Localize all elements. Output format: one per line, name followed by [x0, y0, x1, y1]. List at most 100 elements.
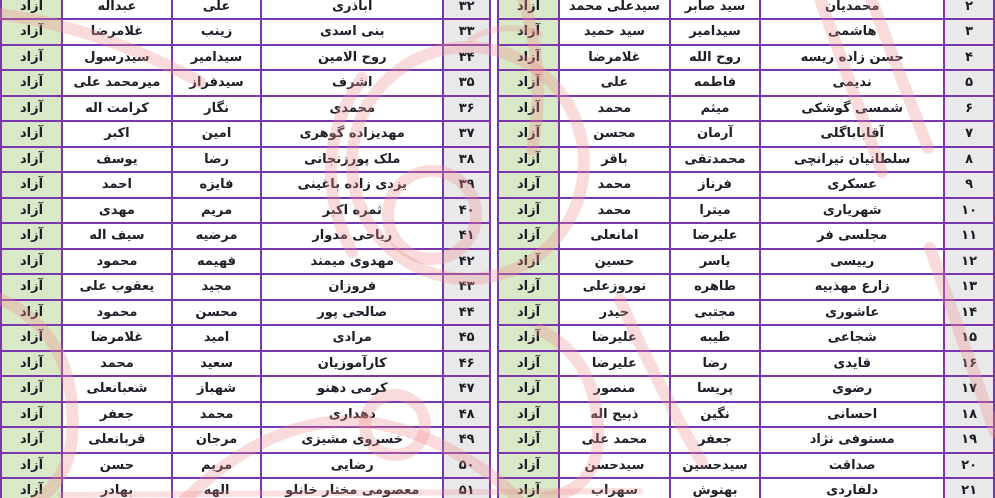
row-number-cell: ۳۳: [442, 18, 491, 46]
first-name-cell: علیرضا: [668, 222, 762, 250]
row-number-cell: ۱۷: [943, 375, 995, 403]
roster-right-section: ۲ محمدیان سید صابر سیدعلی محمد آزاد ۳ ها…: [496, 0, 995, 498]
row-number-cell: ۳۶: [442, 94, 491, 122]
row-number-cell: ۴۱: [442, 222, 491, 250]
first-name-cell: جعفر: [668, 426, 762, 454]
father-name-cell: علیرضا: [558, 349, 671, 377]
row-number-cell: ۲۰: [943, 451, 995, 479]
roster-row: ۹ عسکری فرناز محمد آزاد: [496, 171, 995, 199]
roster-row: ۴۵ مرادی امید غلامرضا آزاد: [0, 324, 491, 352]
father-name-cell: سید حمید: [558, 18, 671, 46]
first-name-cell: مرضیه: [170, 222, 263, 250]
roster-row: ۵۰ رضایی مریم حسن آزاد: [0, 451, 491, 479]
roster-row: ۴۴ صالحی پور محسن محمود آزاد: [0, 298, 491, 326]
first-name-cell: میترا: [668, 196, 762, 224]
first-name-cell: سیدحسین: [668, 451, 762, 479]
surname-cell: ثمره اکبر: [260, 196, 445, 224]
roster-table-right: ۲ محمدیان سید صابر سیدعلی محمد آزاد ۳ ها…: [496, 0, 995, 498]
surname-cell: ندیمی: [759, 69, 946, 97]
roster-row: ۴۲ مهدوی میمند فهیمه محمود آزاد: [0, 247, 491, 275]
row-number-cell: ۸: [943, 145, 995, 173]
father-name-cell: سهراب: [558, 477, 671, 498]
first-name-cell: سیدفراز: [170, 69, 263, 97]
father-name-cell: امانعلی: [558, 222, 671, 250]
roster-row: ۱۷ رضوی پریسا منصور آزاد: [496, 375, 995, 403]
father-name-cell: بهادر: [61, 477, 173, 498]
row-number-cell: ۵۰: [442, 451, 491, 479]
first-name-cell: محسن: [170, 298, 263, 326]
roster-row: ۴۰ ثمره اکبر مریم مهدی آزاد: [0, 196, 491, 224]
father-name-cell: مهدی: [61, 196, 173, 224]
father-name-cell: محمد علی: [558, 426, 671, 454]
status-badge-cell: آزاد: [496, 273, 561, 301]
row-number-cell: ۱۹: [943, 426, 995, 454]
row-number-cell: ۷: [943, 120, 995, 148]
surname-cell: شجاعی: [759, 324, 946, 352]
row-number-cell: ۱۰: [943, 196, 995, 224]
status-badge-cell: آزاد: [0, 145, 64, 173]
surname-cell: مهدیزاده گوهری: [260, 120, 445, 148]
row-number-cell: ۳۹: [442, 171, 491, 199]
row-number-cell: ۲: [943, 0, 995, 20]
father-name-cell: قربانعلی: [61, 426, 173, 454]
status-badge-cell: آزاد: [0, 375, 64, 403]
row-number-cell: ۳۸: [442, 145, 491, 173]
row-number-cell: ۴: [943, 43, 995, 71]
row-number-cell: ۱۸: [943, 400, 995, 428]
roster-row: ۲۱ دلفاردی بهنوش سهراب آزاد: [496, 477, 995, 498]
roster-row: ۱۴ عاشوری مجتبی حیدر آزاد: [496, 298, 995, 326]
surname-cell: بنی اسدی: [260, 18, 445, 46]
status-badge-cell: آزاد: [0, 477, 64, 498]
first-name-cell: بهنوش: [668, 477, 762, 498]
status-badge-cell: آزاد: [0, 349, 64, 377]
father-name-cell: محمد: [558, 171, 671, 199]
surname-cell: دلفاردی: [759, 477, 946, 498]
first-name-cell: پریسا: [668, 375, 762, 403]
father-name-cell: محسن: [558, 120, 671, 148]
roster-row: ۴۳ فروزان مجید یعقوب علی آزاد: [0, 273, 491, 301]
roster-row: ۱۳ زارع مهذبیه طاهره نوروزعلی آزاد: [496, 273, 995, 301]
status-badge-cell: آزاد: [0, 0, 64, 20]
row-number-cell: ۵۱: [442, 477, 491, 498]
father-name-cell: سیدعلی محمد: [558, 0, 671, 20]
father-name-cell: باقر: [558, 145, 671, 173]
first-name-cell: علی: [170, 0, 263, 20]
surname-cell: مستوفی نژاد: [759, 426, 946, 454]
first-name-cell: نگار: [170, 94, 263, 122]
roster-row: ۶ شمسی گوشکی میثم محمد آزاد: [496, 94, 995, 122]
father-name-cell: کرامت اله: [61, 94, 173, 122]
surname-cell: رضوی: [759, 375, 946, 403]
status-badge-cell: آزاد: [0, 120, 64, 148]
surname-cell: هاشمی: [759, 18, 946, 46]
row-number-cell: ۵: [943, 69, 995, 97]
first-name-cell: روح الله: [668, 43, 762, 71]
status-badge-cell: آزاد: [496, 171, 561, 199]
father-name-cell: غلامرضا: [61, 324, 173, 352]
surname-cell: زارع مهذبیه: [759, 273, 946, 301]
roster-row: ۵۱ معصومی مختار خانلو الهه بهادر آزاد: [0, 477, 491, 498]
status-badge-cell: آزاد: [496, 94, 561, 122]
father-name-cell: یعقوب علی: [61, 273, 173, 301]
father-name-cell: محمود: [61, 247, 173, 275]
status-badge-cell: آزاد: [496, 298, 561, 326]
row-number-cell: ۱۴: [943, 298, 995, 326]
first-name-cell: مریم: [170, 451, 263, 479]
row-number-cell: ۴۴: [442, 298, 491, 326]
surname-cell: فروزان: [260, 273, 445, 301]
surname-cell: صالحی پور: [260, 298, 445, 326]
roster-row: ۱۶ قایدی رضا علیرضا آزاد: [496, 349, 995, 377]
status-badge-cell: آزاد: [496, 222, 561, 250]
first-name-cell: یاسر: [668, 247, 762, 275]
roster-row: ۱۸ احسانی نگین ذبیح اله آزاد: [496, 400, 995, 428]
row-number-cell: ۱۳: [943, 273, 995, 301]
father-name-cell: سیدرسول: [61, 43, 173, 71]
status-badge-cell: آزاد: [496, 400, 561, 428]
father-name-cell: حسن: [61, 451, 173, 479]
father-name-cell: جعفر: [61, 400, 173, 428]
row-number-cell: ۲۱: [943, 477, 995, 498]
roster-row: ۳۹ یزدی زاده باغینی فایزه احمد آزاد: [0, 171, 491, 199]
status-badge-cell: آزاد: [496, 247, 561, 275]
status-badge-cell: آزاد: [0, 298, 64, 326]
father-name-cell: شعبانعلی: [61, 375, 173, 403]
father-name-cell: نوروزعلی: [558, 273, 671, 301]
